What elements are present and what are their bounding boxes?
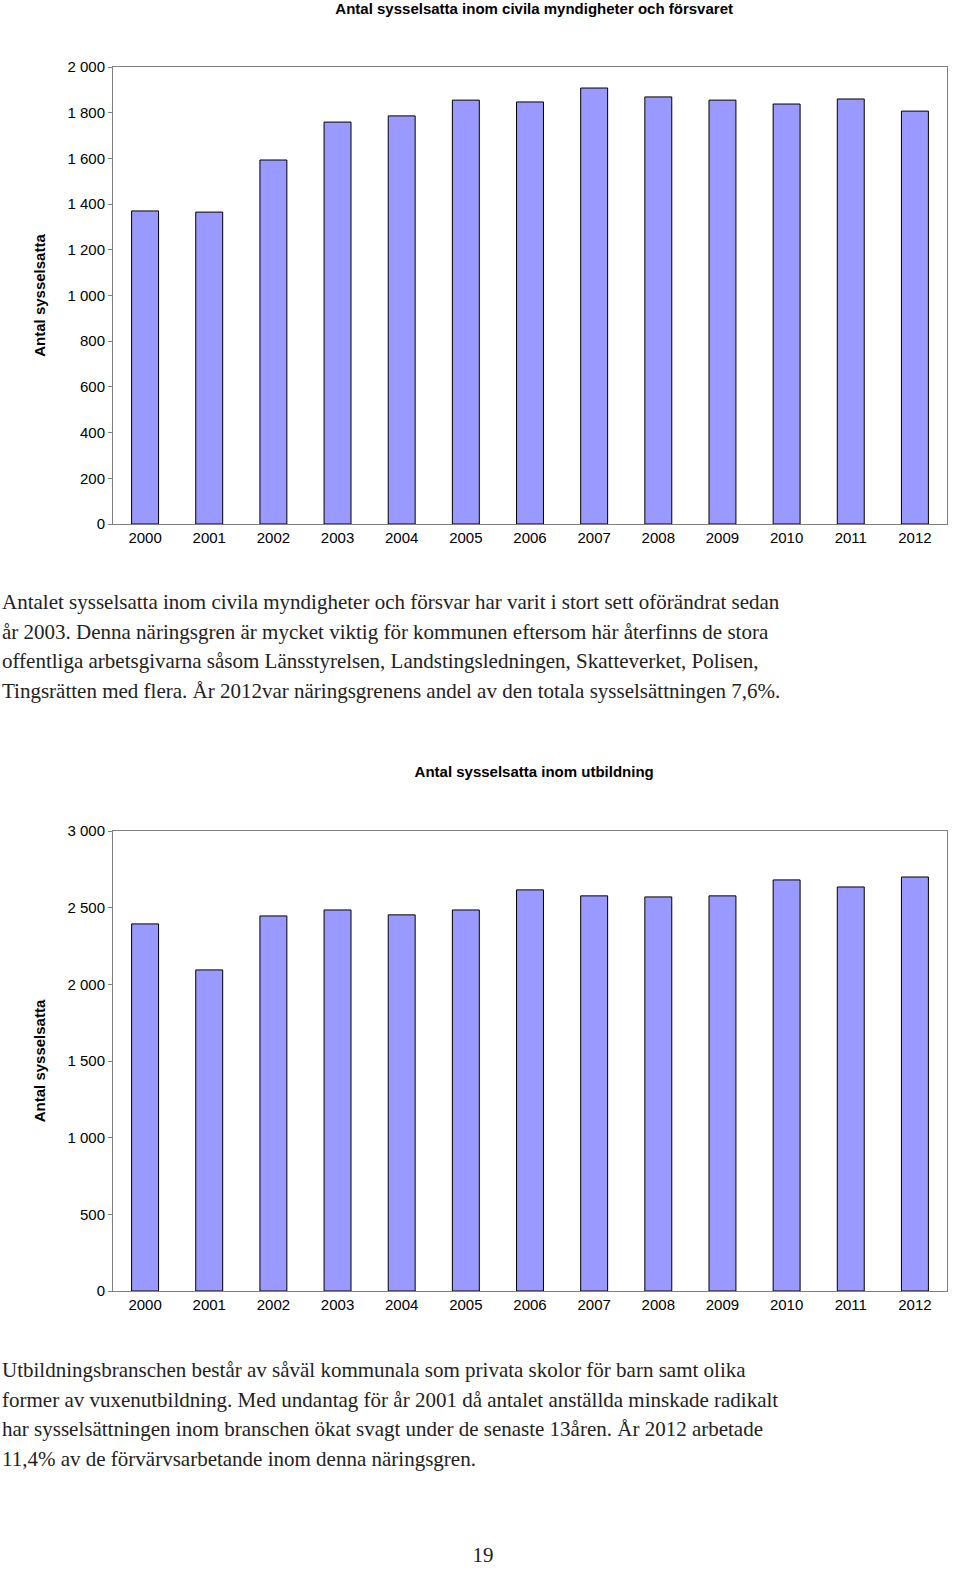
svg-text:2000: 2000 [128, 529, 161, 546]
svg-text:2001: 2001 [193, 529, 226, 546]
svg-text:2012: 2012 [898, 1296, 931, 1313]
svg-text:1 400: 1 400 [67, 195, 105, 212]
svg-text:200: 200 [80, 470, 105, 487]
svg-text:0: 0 [97, 1282, 105, 1299]
svg-text:2009: 2009 [706, 1296, 739, 1313]
svg-text:2010: 2010 [770, 529, 803, 546]
svg-text:1 000: 1 000 [67, 287, 105, 304]
svg-text:Antal sysselsatta inom utbildn: Antal sysselsatta inom utbildning [415, 763, 654, 780]
svg-text:500: 500 [80, 1206, 105, 1223]
html-text:19: 19 [472, 1543, 494, 1567]
svg-text:400: 400 [80, 424, 105, 441]
svg-text:2001: 2001 [193, 1296, 226, 1313]
svg-text:2000: 2000 [128, 1296, 161, 1313]
svg-text:0: 0 [97, 515, 105, 532]
svg-text:2002: 2002 [257, 529, 290, 546]
svg-text:2003: 2003 [321, 529, 354, 546]
svg-text:1 200: 1 200 [67, 241, 105, 258]
svg-text:2 500: 2 500 [67, 899, 105, 916]
svg-text:2005: 2005 [449, 529, 482, 546]
html-text:Tingsrätten med flera. År 2012: Tingsrätten med flera. År 2012var näring… [2, 678, 781, 703]
svg-text:2011: 2011 [835, 529, 867, 546]
svg-text:2005: 2005 [449, 1296, 482, 1313]
svg-text:2 000: 2 000 [67, 58, 105, 75]
svg-text:2004: 2004 [385, 529, 418, 546]
svg-text:2003: 2003 [321, 1296, 354, 1313]
svg-text:1 800: 1 800 [67, 104, 105, 121]
html-text:Antalet sysselsatta inom civil: Antalet sysselsatta inom civila myndighe… [2, 590, 780, 614]
svg-text:2 000: 2 000 [67, 976, 105, 993]
svg-text:Antal sysselsatta: Antal sysselsatta [31, 234, 48, 357]
svg-text:2011: 2011 [835, 1296, 867, 1313]
html-text:11,4% av de förvärvsarbetande: 11,4% av de förvärvsarbetande inom denna… [2, 1446, 476, 1471]
html-text:offentliga arbetsgivarna såsom: offentliga arbetsgivarna såsom Länsstyre… [2, 649, 759, 673]
svg-text:2009: 2009 [706, 529, 739, 546]
svg-text:2012: 2012 [898, 529, 931, 546]
svg-text:600: 600 [80, 378, 105, 395]
svg-text:2007: 2007 [577, 1296, 610, 1313]
svg-text:2006: 2006 [513, 529, 546, 546]
svg-text:Antal sysselsatta inom civila: Antal sysselsatta inom civila myndighete… [335, 0, 733, 17]
html-text:Utbildningsbranschen består av: Utbildningsbranschen består av såväl kom… [2, 1358, 746, 1382]
svg-text:2008: 2008 [642, 529, 675, 546]
html-text:år 2003. Denna näringsgren är: år 2003. Denna näringsgren är mycket vik… [2, 619, 769, 644]
svg-text:2002: 2002 [257, 1296, 290, 1313]
html-text:har sysselsättningen inom bran: har sysselsättningen inom branschen ökat… [2, 1417, 763, 1441]
svg-text:2004: 2004 [385, 1296, 418, 1313]
svg-text:2008: 2008 [642, 1296, 675, 1313]
svg-text:2010: 2010 [770, 1296, 803, 1313]
svg-text:Antal sysselsatta: Antal sysselsatta [31, 999, 48, 1122]
svg-text:2006: 2006 [513, 1296, 546, 1313]
svg-text:1 000: 1 000 [67, 1129, 105, 1146]
svg-text:2007: 2007 [577, 529, 610, 546]
svg-text:800: 800 [80, 332, 105, 349]
svg-text:3 000: 3 000 [67, 822, 105, 839]
svg-text:1 600: 1 600 [67, 150, 105, 167]
svg-text:1 500: 1 500 [67, 1052, 105, 1069]
html-text:former av vuxenutbildning. Med: former av vuxenutbildning. Med undantag … [2, 1387, 779, 1412]
